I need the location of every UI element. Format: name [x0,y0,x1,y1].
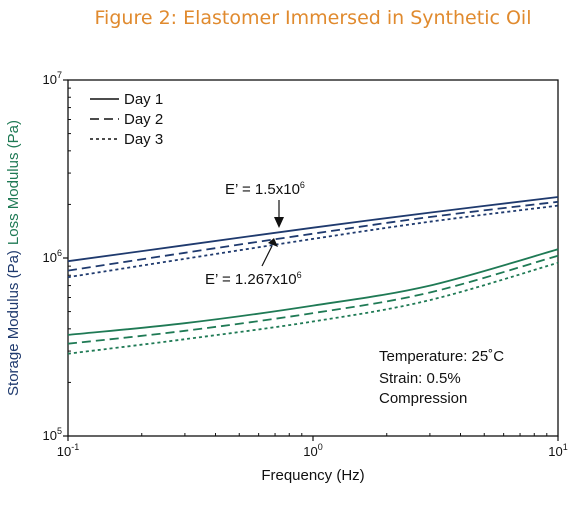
x-tick-label: 101 [548,442,567,459]
test-conditions: Temperature: 25˚C Strain: 0.5% Compressi… [379,348,504,407]
info-strain: Strain: 0.5% [379,370,461,387]
x-tick-label: 100 [303,442,322,459]
series-line-loss-day3 [67,261,559,355]
y-axis-label-storage: Storage Modulus (Pa) [5,250,22,396]
annotation-day3-arrowhead [268,238,278,247]
x-tick-label: 10-1 [57,442,79,459]
y-axis-label-loss: Loss Modulus (Pa) [5,120,22,245]
info-mode: Compression [379,390,467,407]
series-line-loss-day2 [67,254,559,345]
annotation-day3-text: E’ = 1.267x106 [205,270,302,288]
y-tick-label: 107 [43,70,62,87]
series-line-storage-day1 [67,196,559,263]
series-line-loss-day1 [67,248,559,336]
legend-label-day3: Day 3 [124,131,163,148]
legend: Day 1 Day 2 Day 3 [90,91,163,148]
info-temperature: Temperature: 25˚C [379,348,504,365]
series-line-storage-day2 [67,200,559,272]
annotation-day1-arrowhead [274,217,284,228]
chart-title: Figure 2: Elastomer Immersed in Syntheti… [95,7,532,29]
legend-label-day2: Day 2 [124,111,163,128]
series-lines [67,196,559,355]
annotation-day3-arrow [261,245,273,267]
series-line-storage-day3 [67,204,559,279]
legend-label-day1: Day 1 [124,91,163,108]
axis-ticks: 105 106 107 10-1 100 101 [43,70,568,459]
x-axis-label: Frequency (Hz) [261,467,364,484]
y-tick-label: 106 [43,248,62,265]
y-tick-label: 105 [43,426,62,443]
annotation-day1-text: E’ = 1.5x106 [225,180,305,198]
annotation-day1: E’ = 1.5x106 [225,180,305,228]
annotation-day3: E’ = 1.267x106 [205,238,302,288]
y-axis-label: Storage Modulus (Pa) Loss Modulus (Pa) [5,120,22,396]
